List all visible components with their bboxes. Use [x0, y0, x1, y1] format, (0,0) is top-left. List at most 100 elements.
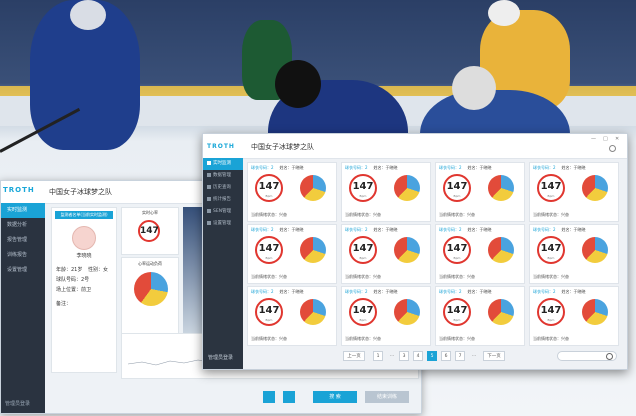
player-position: 场上位置：前卫: [56, 287, 92, 293]
hr-unit: Bpm: [547, 194, 555, 198]
sidebar-item-label: 数据管理: [213, 173, 231, 178]
player-card[interactable]: 球衣号码：2 姓名：于晓晓 147 Bpm 当前情绪状态：兴奋: [529, 162, 619, 222]
player-card[interactable]: 球衣号码：2 姓名：于晓晓 147 Bpm 当前情绪状态：兴奋: [341, 162, 431, 222]
sidebar-item-realtime[interactable]: 实时监测: [203, 158, 243, 170]
back-logo: TROTH: [3, 186, 35, 194]
back-nav-item[interactable]: 报告管理: [7, 237, 28, 243]
card-name: 姓名：于晓晓: [279, 165, 304, 170]
page-button[interactable]: 3: [399, 351, 409, 361]
card-jersey: 球衣号码：2: [533, 289, 556, 294]
player-card[interactable]: 球衣号码：2 姓名：于晓晓 147 Bpm 当前情绪状态：兴奋: [247, 162, 337, 222]
page-button[interactable]: 6: [441, 351, 451, 361]
prev-page-button[interactable]: 上一页: [343, 351, 365, 361]
search-input[interactable]: [557, 351, 617, 361]
player-card[interactable]: 球衣号码：2 姓名：于晓晓 147 Bpm 当前情绪状态：兴奋: [529, 286, 619, 346]
hr-value: 147: [446, 305, 468, 316]
card-status: 当前情绪状态：兴奋: [251, 336, 287, 341]
card-status: 当前情绪状态：兴奋: [439, 336, 475, 341]
back-nav-item[interactable]: 数据分析: [7, 222, 28, 228]
player-card[interactable]: 球衣号码：2 姓名：于晓晓 147 Bpm 当前情绪状态：兴奋: [247, 286, 337, 346]
card-name: 姓名：于晓晓: [373, 289, 398, 294]
zone-pie-chart: [300, 237, 326, 263]
sidebar-item-report[interactable]: 统计报告: [203, 194, 243, 206]
sidebar-item-history[interactable]: 历史查询: [203, 182, 243, 194]
back-hr-card: 实时心率 147: [121, 207, 179, 255]
back-nav-item[interactable]: 训练报告: [7, 252, 28, 258]
player-card[interactable]: 球衣号码：2 姓名：于晓晓 147 Bpm 当前情绪状态：兴奋: [529, 224, 619, 284]
card-status: 当前情绪状态：兴奋: [533, 212, 569, 217]
hr-ring: 147 Bpm: [443, 298, 471, 326]
back-search-button[interactable]: 搜 索: [313, 391, 357, 403]
back-profile-tag: 监测者名单(当前实时监测): [55, 211, 113, 219]
card-header: 球衣号码：2 姓名：于晓晓: [439, 289, 492, 295]
back-sidebar-footer[interactable]: 管理员登录: [5, 401, 31, 407]
hr-ring: 147 Bpm: [537, 174, 565, 202]
card-jersey: 球衣号码：2: [251, 165, 274, 170]
back-action-icon[interactable]: [263, 391, 275, 403]
sensor-icon: [207, 208, 211, 213]
zone-pie-chart: [582, 237, 608, 263]
zone-pie-chart: [134, 272, 168, 306]
hr-unit: Bpm: [547, 256, 555, 260]
player-card[interactable]: 球衣号码：2 姓名：于晓晓 147 Bpm 当前情绪状态：兴奋: [341, 286, 431, 346]
sidebar-footer[interactable]: 管理员登录: [208, 355, 234, 361]
player-helmet: [488, 0, 520, 26]
hr-value: 147: [258, 305, 280, 316]
player-card[interactable]: 球衣号码：2 姓名：于晓晓 147 Bpm 当前情绪状态：兴奋: [341, 224, 431, 284]
next-page-button[interactable]: 下一页: [483, 351, 505, 361]
player-gender-text: 性别：女: [87, 267, 108, 273]
sidebar-item-sen[interactable]: SEN管理: [203, 206, 243, 218]
page-ellipsis: …: [389, 353, 395, 358]
hr-value: 147: [352, 181, 374, 192]
hr-value: 147: [258, 181, 280, 192]
back-nav-item[interactable]: 设置管理: [7, 267, 28, 273]
page-button[interactable]: 4: [413, 351, 423, 361]
player-card[interactable]: 球衣号码：2 姓名：于晓晓 147 Bpm 当前情绪状态：兴奋: [435, 224, 525, 284]
page-button-active[interactable]: 5: [427, 351, 437, 361]
player-card[interactable]: 球衣号码：2 姓名：于晓晓 147 Bpm 当前情绪状态：兴奋: [247, 224, 337, 284]
settings-icon: [207, 220, 211, 225]
back-action-icon[interactable]: [283, 391, 295, 403]
card-header: 球衣号码：2 姓名：于晓晓: [439, 227, 492, 233]
player-card[interactable]: 球衣号码：2 姓名：于晓晓 147 Bpm 当前情绪状态：兴奋: [435, 162, 525, 222]
sidebar-item-settings[interactable]: 设置管理: [203, 218, 243, 230]
page-button[interactable]: 1: [373, 351, 383, 361]
history-icon: [207, 184, 211, 189]
hr-unit: Bpm: [265, 256, 273, 260]
zone-pie-chart: [300, 175, 326, 201]
front-app-window: TROTH 中国女子冰球梦之队 — □ ✕ 实时监测 数据管理 历史查询 统计报…: [202, 133, 628, 370]
hr-unit: Bpm: [265, 194, 273, 198]
card-status: 当前情绪状态：兴奋: [345, 274, 381, 279]
card-status: 当前情绪状态：兴奋: [439, 212, 475, 217]
card-jersey: 球衣号码：2: [251, 289, 274, 294]
search-icon[interactable]: [606, 353, 613, 360]
monitor-icon: [207, 160, 211, 165]
hr-value: 147: [540, 243, 562, 254]
zone-pie-chart: [300, 299, 326, 325]
hr-ring: 147 Bpm: [537, 298, 565, 326]
minimize-button[interactable]: —: [591, 136, 596, 142]
card-jersey: 球衣号码：2: [345, 289, 368, 294]
page-button[interactable]: 7: [455, 351, 465, 361]
player-card[interactable]: 球衣号码：2 姓名：于晓晓 147 Bpm 当前情绪状态：兴奋: [435, 286, 525, 346]
zone-pie-chart: [394, 175, 420, 201]
zone-pie-chart: [394, 237, 420, 263]
close-button[interactable]: ✕: [615, 136, 620, 142]
zone-pie-chart: [582, 299, 608, 325]
card-header: 球衣号码：2 姓名：于晓晓: [345, 289, 398, 295]
back-end-button[interactable]: 结束训练: [365, 391, 409, 403]
card-header: 球衣号码：2 姓名：于晓晓: [251, 227, 304, 233]
back-sidebar: 实时监测 数据分析 报告管理 训练报告 设置管理 管理员登录: [1, 203, 45, 413]
gear-icon[interactable]: [609, 145, 616, 152]
app-logo: TROTH: [207, 143, 235, 150]
sidebar-item-data[interactable]: 数据管理: [203, 170, 243, 182]
card-jersey: 球衣号码：2: [345, 227, 368, 232]
titlebar: TROTH 中国女子冰球梦之队 — □ ✕: [203, 134, 627, 159]
back-nav-item[interactable]: 实时监测: [1, 203, 45, 218]
card-jersey: 球衣号码：2: [439, 289, 462, 294]
maximize-button[interactable]: □: [603, 136, 608, 142]
card-header: 球衣号码：2 姓名：于晓晓: [533, 289, 586, 295]
player-helmet: [275, 60, 321, 108]
hr-unit: Bpm: [359, 318, 367, 322]
hr-ring: 147 Bpm: [255, 236, 283, 264]
